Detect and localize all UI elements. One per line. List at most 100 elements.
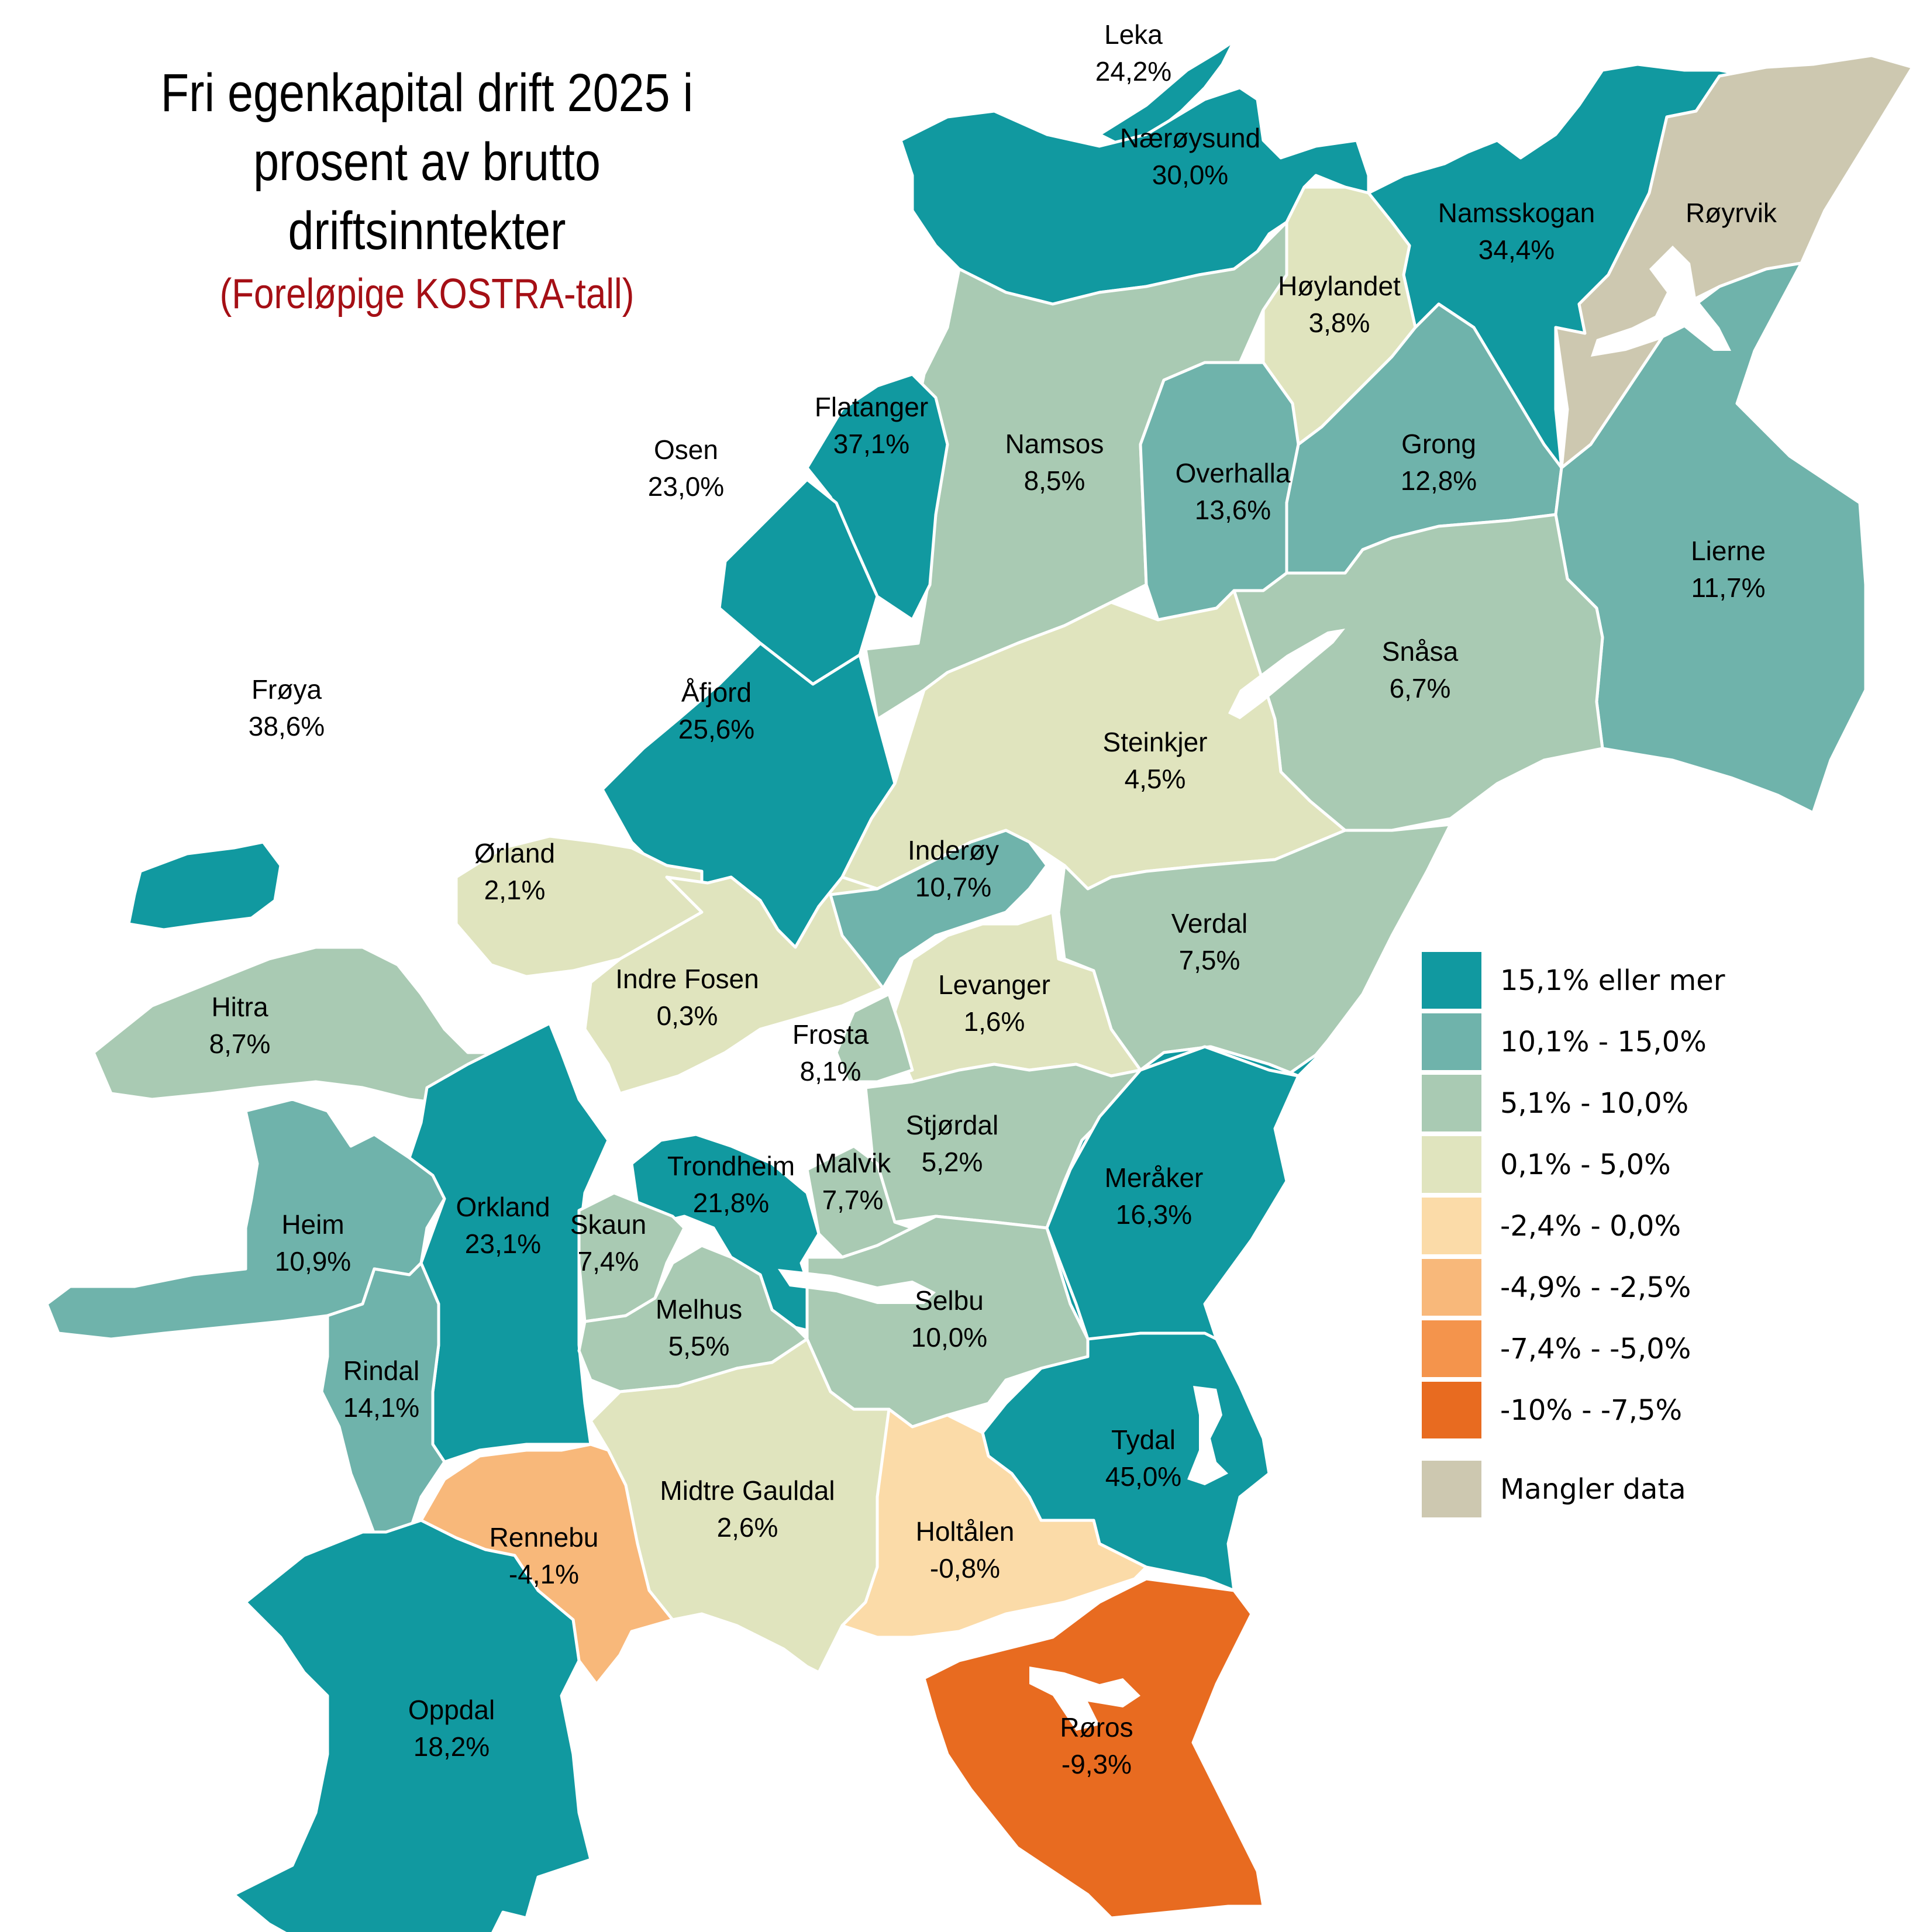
svg-text:7,5%: 7,5%: [1179, 945, 1240, 975]
legend-swatch: [1422, 1461, 1481, 1517]
svg-text:23,0%: 23,0%: [648, 471, 724, 502]
svg-text:Rindal: Rindal: [343, 1355, 419, 1386]
region-orkland[interactable]: [408, 1022, 610, 1464]
label-royrvik: Røyrvik: [1686, 198, 1777, 228]
legend-swatch: [1422, 952, 1481, 1009]
svg-text:7,7%: 7,7%: [822, 1185, 884, 1215]
lake-royrvik: [1591, 246, 1731, 357]
label-froya: Frøya 38,6%: [249, 674, 325, 741]
legend-swatch: [1422, 1013, 1481, 1070]
label-meraker: Meråker 16,3%: [1105, 1162, 1204, 1230]
legend-label: -7,4% - -5,0%: [1500, 1332, 1691, 1365]
svg-text:12,8%: 12,8%: [1401, 465, 1477, 496]
label-tydal: Tydal 45,0%: [1105, 1424, 1181, 1492]
legend-item: 15,1% eller mer: [1422, 950, 1725, 1011]
svg-text:Røyrvik: Røyrvik: [1686, 198, 1777, 228]
label-holtalen: Holtålen -0,8%: [916, 1516, 1015, 1583]
legend-label: -2,4% - 0,0%: [1500, 1209, 1681, 1243]
svg-text:14,1%: 14,1%: [343, 1392, 419, 1423]
label-indre-fosen: Indre Fosen 0,3%: [615, 964, 759, 1031]
title-line-2: prosent av brutto: [253, 132, 601, 192]
region-heim[interactable]: [45, 1098, 446, 1341]
label-leka: Leka 24,2%: [1095, 19, 1171, 87]
svg-text:8,5%: 8,5%: [1024, 465, 1085, 496]
label-midtre-gauldal: Midtre Gauldal 2,6%: [660, 1475, 835, 1543]
label-skaun: Skaun 7,4%: [570, 1209, 646, 1276]
region-frosta[interactable]: [835, 992, 914, 1084]
legend-label: -10% - -7,5%: [1500, 1393, 1683, 1427]
svg-text:25,6%: 25,6%: [678, 714, 754, 744]
label-afjord: Åfjord 25,6%: [678, 677, 754, 744]
svg-text:24,2%: 24,2%: [1095, 56, 1171, 87]
svg-text:10,7%: 10,7%: [915, 872, 991, 902]
region-inderoy[interactable]: [829, 829, 1049, 990]
svg-text:Meråker: Meråker: [1105, 1162, 1204, 1193]
label-orkland: Orkland 23,1%: [456, 1192, 550, 1259]
svg-text:-0,8%: -0,8%: [930, 1553, 1000, 1583]
svg-text:10,0%: 10,0%: [911, 1322, 987, 1353]
region-roros[interactable]: [922, 1577, 1265, 1920]
label-namsskogan: Namsskogan 34,4%: [1438, 198, 1595, 265]
svg-text:34,4%: 34,4%: [1478, 234, 1555, 265]
legend-item: -7,4% - -5,0%: [1422, 1318, 1725, 1379]
svg-text:Tydal: Tydal: [1111, 1424, 1176, 1455]
region-melhus[interactable]: [577, 1244, 809, 1393]
svg-text:Heim: Heim: [281, 1209, 344, 1240]
legend-item: 5,1% - 10,0%: [1422, 1072, 1725, 1134]
legend-item: -4,9% - -2,5%: [1422, 1257, 1725, 1318]
svg-text:6,7%: 6,7%: [1390, 673, 1451, 703]
legend-label: 15,1% eller mer: [1500, 964, 1725, 997]
svg-text:0,3%: 0,3%: [657, 1000, 718, 1031]
lake-roros: [1029, 1667, 1140, 1731]
region-froya[interactable]: [127, 840, 282, 932]
region-meraker-main[interactable]: [1045, 1045, 1300, 1341]
svg-text:30,0%: 30,0%: [1152, 160, 1228, 190]
svg-text:Rennebu: Rennebu: [490, 1522, 599, 1552]
svg-text:5,5%: 5,5%: [668, 1331, 730, 1361]
svg-text:5,2%: 5,2%: [922, 1147, 983, 1177]
map-labels: Leka 24,2% Nærøysund 30,0% Namsskogan 34…: [209, 19, 1777, 1779]
svg-text:Åfjord: Åfjord: [681, 677, 752, 708]
region-holtalen[interactable]: [840, 1407, 1148, 1639]
legend-label: 0,1% - 5,0%: [1500, 1148, 1671, 1181]
label-lierne: Lierne 11,7%: [1691, 536, 1766, 603]
legend-item: -10% - -7,5%: [1422, 1379, 1725, 1441]
region-oppdal[interactable]: [232, 1519, 592, 1932]
lake-tydal: [1187, 1386, 1228, 1485]
svg-text:Trondheim: Trondheim: [667, 1151, 795, 1181]
title-line-3: driftsinntekter: [288, 201, 566, 261]
svg-text:Inderøy: Inderøy: [908, 835, 999, 865]
legend-label: Mangler data: [1500, 1472, 1686, 1506]
lake-snasavatnet: [1228, 629, 1345, 719]
map-legend: 15,1% eller mer 10,1% - 15,0% 5,1% - 10,…: [1422, 950, 1725, 1520]
svg-text:Overhalla: Overhalla: [1176, 458, 1291, 488]
label-namsos: Namsos 8,5%: [1005, 429, 1104, 496]
region-osen[interactable]: [718, 478, 879, 686]
svg-text:38,6%: 38,6%: [249, 711, 325, 741]
label-frosta: Frosta 8,1%: [792, 1019, 869, 1086]
legend-swatch: [1422, 1320, 1481, 1377]
svg-text:Røros: Røros: [1060, 1712, 1133, 1743]
svg-text:Hitra: Hitra: [211, 992, 268, 1022]
svg-text:1,6%: 1,6%: [964, 1006, 1025, 1037]
svg-text:Levanger: Levanger: [938, 970, 1050, 1000]
svg-text:Malvik: Malvik: [815, 1148, 891, 1178]
label-grong: Grong 12,8%: [1401, 429, 1477, 496]
svg-text:Orkland: Orkland: [456, 1192, 550, 1222]
label-stjordal: Stjørdal 5,2%: [906, 1110, 998, 1177]
svg-text:23,1%: 23,1%: [465, 1229, 541, 1259]
svg-text:3,8%: 3,8%: [1309, 308, 1370, 338]
svg-text:16,3%: 16,3%: [1116, 1199, 1192, 1230]
legend-swatch: [1422, 1136, 1481, 1193]
region-rindal[interactable]: [320, 1261, 446, 1551]
label-trondheim: Trondheim 21,8%: [667, 1151, 795, 1218]
svg-text:2,6%: 2,6%: [717, 1512, 778, 1543]
region-indre-fosen[interactable]: [583, 875, 891, 1095]
label-verdal: Verdal 7,5%: [1171, 908, 1247, 975]
label-flatanger: Flatanger 37,1%: [815, 392, 928, 459]
svg-text:45,0%: 45,0%: [1105, 1461, 1181, 1492]
legend-item: 10,1% - 15,0%: [1422, 1011, 1725, 1072]
legend-swatch: [1422, 1075, 1481, 1131]
svg-text:Leka: Leka: [1104, 19, 1163, 50]
